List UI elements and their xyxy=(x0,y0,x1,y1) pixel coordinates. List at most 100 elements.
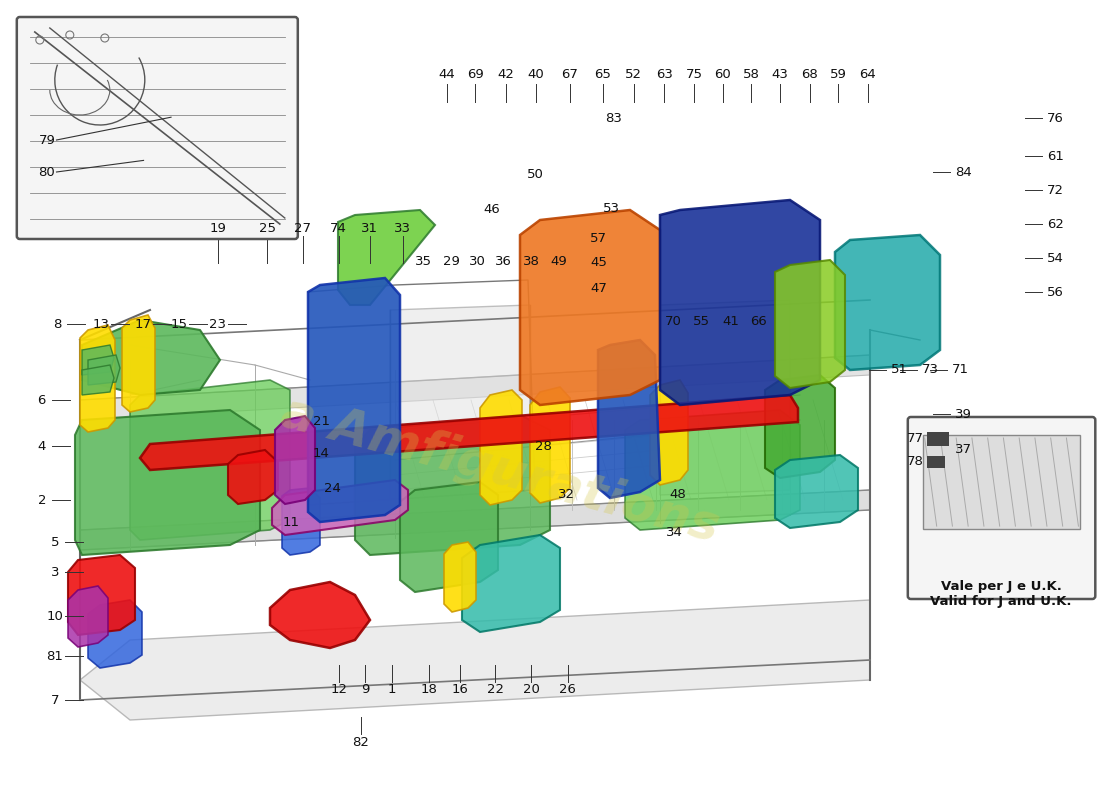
Text: 36: 36 xyxy=(495,255,513,268)
Text: 51: 51 xyxy=(891,363,908,376)
FancyBboxPatch shape xyxy=(16,17,298,239)
Text: 67: 67 xyxy=(561,68,579,81)
Polygon shape xyxy=(68,586,108,647)
Polygon shape xyxy=(660,200,820,405)
Text: 18: 18 xyxy=(420,683,438,696)
Polygon shape xyxy=(82,320,220,395)
Text: 63: 63 xyxy=(656,68,673,81)
Text: 66: 66 xyxy=(750,315,768,328)
Text: 31: 31 xyxy=(361,222,378,234)
Text: 23: 23 xyxy=(209,318,227,330)
Text: 80: 80 xyxy=(39,166,55,178)
Text: 27: 27 xyxy=(294,222,311,234)
Text: 79: 79 xyxy=(39,134,55,146)
Text: 38: 38 xyxy=(522,255,540,268)
Text: 61: 61 xyxy=(1047,150,1064,162)
Polygon shape xyxy=(130,380,290,540)
Text: 64: 64 xyxy=(859,68,877,81)
Text: 45: 45 xyxy=(590,256,607,269)
Bar xyxy=(927,455,945,467)
Text: 84: 84 xyxy=(955,166,971,178)
Text: 35: 35 xyxy=(415,255,432,268)
Polygon shape xyxy=(355,415,550,555)
Text: 71: 71 xyxy=(952,363,968,376)
Bar xyxy=(927,432,949,446)
Text: 73: 73 xyxy=(922,363,938,376)
Text: 70: 70 xyxy=(664,315,682,328)
Polygon shape xyxy=(923,435,1080,529)
Text: 74: 74 xyxy=(330,222,348,234)
Text: 44: 44 xyxy=(438,68,455,81)
Polygon shape xyxy=(764,375,835,478)
Text: 2: 2 xyxy=(37,494,46,506)
Polygon shape xyxy=(75,410,260,555)
Text: 20: 20 xyxy=(522,683,540,696)
Text: 7: 7 xyxy=(51,694,59,706)
Text: 68: 68 xyxy=(801,68,818,81)
Text: 77: 77 xyxy=(908,432,924,445)
Text: 59: 59 xyxy=(829,68,847,81)
Text: 54: 54 xyxy=(1047,252,1064,265)
Text: 25: 25 xyxy=(258,222,276,234)
Polygon shape xyxy=(88,600,142,668)
Text: 11: 11 xyxy=(283,516,300,529)
Text: 29: 29 xyxy=(442,255,460,268)
Polygon shape xyxy=(228,450,278,504)
Text: 16: 16 xyxy=(451,683,469,696)
Text: 14: 14 xyxy=(312,447,330,460)
Text: 62: 62 xyxy=(1047,218,1064,230)
FancyBboxPatch shape xyxy=(908,417,1096,599)
Text: 55: 55 xyxy=(693,315,711,328)
Text: 32: 32 xyxy=(558,488,575,501)
Polygon shape xyxy=(68,555,135,635)
Text: 56: 56 xyxy=(1047,286,1064,298)
Polygon shape xyxy=(270,582,370,648)
Text: 15: 15 xyxy=(170,318,188,330)
Text: 82: 82 xyxy=(352,736,370,749)
Text: 33: 33 xyxy=(394,222,411,234)
Text: 24: 24 xyxy=(323,482,341,494)
Text: 3: 3 xyxy=(51,566,59,578)
Polygon shape xyxy=(462,535,560,632)
Text: 49: 49 xyxy=(550,255,568,268)
Text: 8: 8 xyxy=(53,318,62,330)
Polygon shape xyxy=(660,300,790,495)
Text: 47: 47 xyxy=(590,282,607,294)
Text: 28: 28 xyxy=(535,440,552,453)
Polygon shape xyxy=(308,278,400,522)
Text: 53: 53 xyxy=(603,202,620,214)
Polygon shape xyxy=(530,387,570,503)
Text: 69: 69 xyxy=(466,68,484,81)
Polygon shape xyxy=(82,365,114,395)
Polygon shape xyxy=(80,600,870,720)
Polygon shape xyxy=(275,416,315,504)
Text: 48: 48 xyxy=(669,488,686,501)
Text: 40: 40 xyxy=(527,68,544,81)
Text: 58: 58 xyxy=(742,68,760,81)
Polygon shape xyxy=(835,235,940,370)
Text: 83: 83 xyxy=(605,112,623,125)
Polygon shape xyxy=(650,380,688,485)
Polygon shape xyxy=(520,210,660,405)
Text: 21: 21 xyxy=(312,415,330,428)
Text: 37: 37 xyxy=(955,443,971,456)
Polygon shape xyxy=(390,305,530,500)
Text: 4: 4 xyxy=(37,440,46,453)
Text: 12: 12 xyxy=(330,683,348,696)
Polygon shape xyxy=(80,355,870,420)
Polygon shape xyxy=(480,390,522,505)
Text: a Amfigurations: a Amfigurations xyxy=(276,389,724,551)
Text: 42: 42 xyxy=(497,68,515,81)
Text: 34: 34 xyxy=(666,526,683,538)
Text: 57: 57 xyxy=(590,232,607,245)
Text: 6: 6 xyxy=(37,394,46,406)
Text: 22: 22 xyxy=(486,683,504,696)
Polygon shape xyxy=(82,345,114,375)
Polygon shape xyxy=(80,325,116,432)
Polygon shape xyxy=(776,260,845,388)
Text: Vale per J e U.K.
Valid for J and U.K.: Vale per J e U.K. Valid for J and U.K. xyxy=(931,580,1071,608)
Polygon shape xyxy=(80,490,870,550)
Text: 1: 1 xyxy=(387,683,396,696)
Polygon shape xyxy=(88,355,120,385)
Polygon shape xyxy=(282,488,320,555)
